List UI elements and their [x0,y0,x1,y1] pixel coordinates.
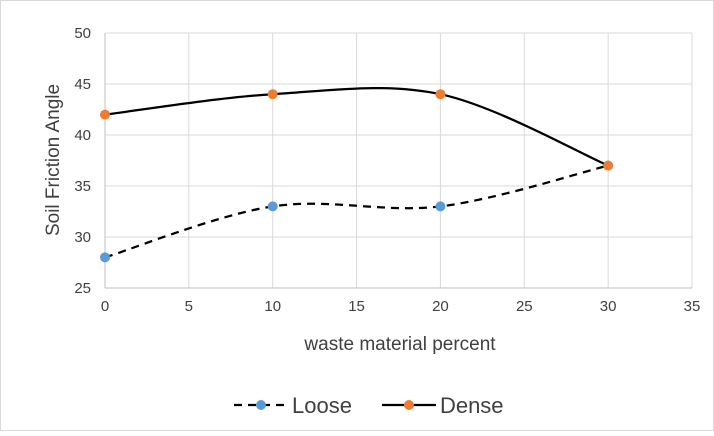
y-tick-label: 25 [74,280,91,297]
axes: 0 5 10 15 20 25 30 35 25 30 35 40 45 50 [74,25,700,315]
y-tick-label: 50 [74,25,91,42]
x-tick-label: 35 [684,298,701,315]
series-markers [100,89,614,263]
series-line-loose [104,164,609,259]
legend-label-loose: Loose [292,393,352,418]
legend-marker-loose [256,400,266,410]
data-point-dense [100,109,110,120]
series-lines [104,86,609,259]
x-tick-label: 5 [185,298,193,315]
legend-label-dense: Dense [440,393,504,418]
data-point-dense [435,89,446,100]
y-axis-label: Soil Friction Angle [43,84,64,236]
x-tick-label: 20 [432,298,449,315]
data-point-loose [435,201,446,212]
y-tick-label: 45 [74,76,91,93]
y-tick-label: 30 [74,229,91,246]
legend: Loose Dense [234,393,504,418]
y-tick-label: 40 [74,127,91,144]
data-point-dense [603,160,614,171]
x-axis-label: waste material percent [303,334,496,355]
data-point-loose [267,201,278,212]
grid [105,32,693,288]
y-tick-label: 35 [74,178,91,195]
x-tick-label: 10 [264,298,281,315]
series-line-dense [104,86,609,167]
x-tick-label: 0 [101,298,109,315]
x-tick-label: 25 [516,298,533,315]
data-point-dense [267,89,278,100]
x-tick-label: 30 [600,298,617,315]
data-point-loose [100,252,110,263]
legend-marker-dense [403,400,414,410]
x-tick-label: 15 [348,298,365,315]
